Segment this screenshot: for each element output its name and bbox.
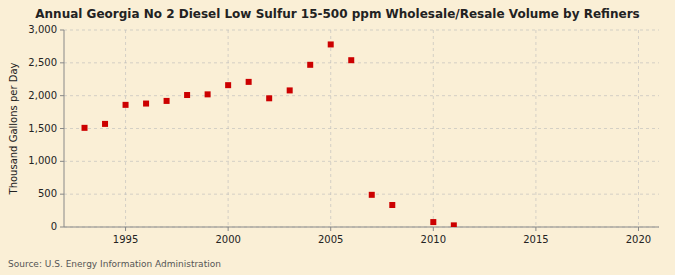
y-tick-label: 1,500 — [28, 123, 57, 134]
point — [430, 219, 436, 225]
point — [287, 87, 293, 93]
point — [205, 91, 211, 97]
x-tick — [433, 227, 434, 231]
y-tick-label: 0 — [51, 221, 57, 232]
y-tick — [60, 95, 64, 96]
y-tick — [60, 30, 64, 31]
x-tick-label: 1995 — [113, 234, 138, 245]
x-axis-line — [64, 227, 659, 228]
y-tick-label: 3,000 — [28, 24, 57, 35]
point — [184, 92, 190, 98]
source: Source: U.S. Energy Information Administ… — [8, 259, 221, 269]
y-tick-label: 500 — [38, 188, 57, 199]
x-grid-line — [638, 30, 639, 227]
axes: 0 500 1,000 1,500 2,000 2,500 3,000 1995 2000 200… — [28, 24, 659, 245]
y-grid-line — [64, 62, 659, 63]
x-grid-line — [125, 30, 126, 227]
y-grid-line — [64, 30, 659, 31]
point — [266, 95, 272, 101]
grid — [64, 30, 659, 227]
y-tick — [60, 128, 64, 129]
x-grid-line — [433, 30, 434, 227]
point — [246, 79, 252, 85]
background — [0, 0, 675, 275]
x-tick-label: 2005 — [318, 234, 343, 245]
y-grid-line — [64, 194, 659, 195]
x-grid-line — [330, 30, 331, 227]
point — [164, 98, 170, 104]
points — [82, 41, 457, 227]
x-tick-label: 2000 — [215, 234, 240, 245]
x-tick — [125, 227, 126, 231]
point — [451, 222, 457, 227]
point — [143, 101, 149, 107]
y-tick-label: 2,500 — [28, 57, 57, 68]
x-grid-line — [535, 30, 536, 227]
y-grid-line — [64, 161, 659, 162]
x-grid-line — [228, 30, 229, 227]
point — [389, 202, 395, 208]
chart-container: 0 500 1,000 1,500 2,000 2,500 3,000 1995 2000 200… — [0, 0, 675, 275]
title: Annual Georgia No 2 Diesel Low Sulfur 15… — [35, 7, 639, 21]
y-grid-line — [64, 128, 659, 129]
x-tick-label: 2015 — [523, 234, 548, 245]
y-tick — [60, 161, 64, 162]
point — [348, 57, 354, 63]
y-tick — [60, 227, 64, 228]
y-axis-line — [64, 30, 65, 227]
chart-svg: 0 500 1,000 1,500 2,000 2,500 3,000 1995 2000 200… — [0, 0, 675, 275]
point — [369, 192, 375, 198]
y-tick — [60, 194, 64, 195]
x-tick — [228, 227, 229, 231]
x-tick — [535, 227, 536, 231]
point — [82, 125, 88, 131]
x-tick — [330, 227, 331, 231]
y-grid-line — [64, 227, 659, 228]
point — [123, 102, 129, 108]
x-tick-label: 2010 — [421, 234, 446, 245]
y-tick-label: 2,000 — [28, 90, 57, 101]
y-tick — [60, 62, 64, 63]
x-tick — [638, 227, 639, 231]
x-tick-label: 2020 — [626, 234, 651, 245]
y-tick-label: 1,000 — [28, 155, 57, 166]
point — [307, 62, 313, 68]
y-grid-line — [64, 95, 659, 96]
point — [328, 41, 334, 47]
point — [102, 121, 108, 127]
point — [225, 82, 231, 88]
y-axis-label: Thousand Gallons per Day — [8, 62, 19, 195]
